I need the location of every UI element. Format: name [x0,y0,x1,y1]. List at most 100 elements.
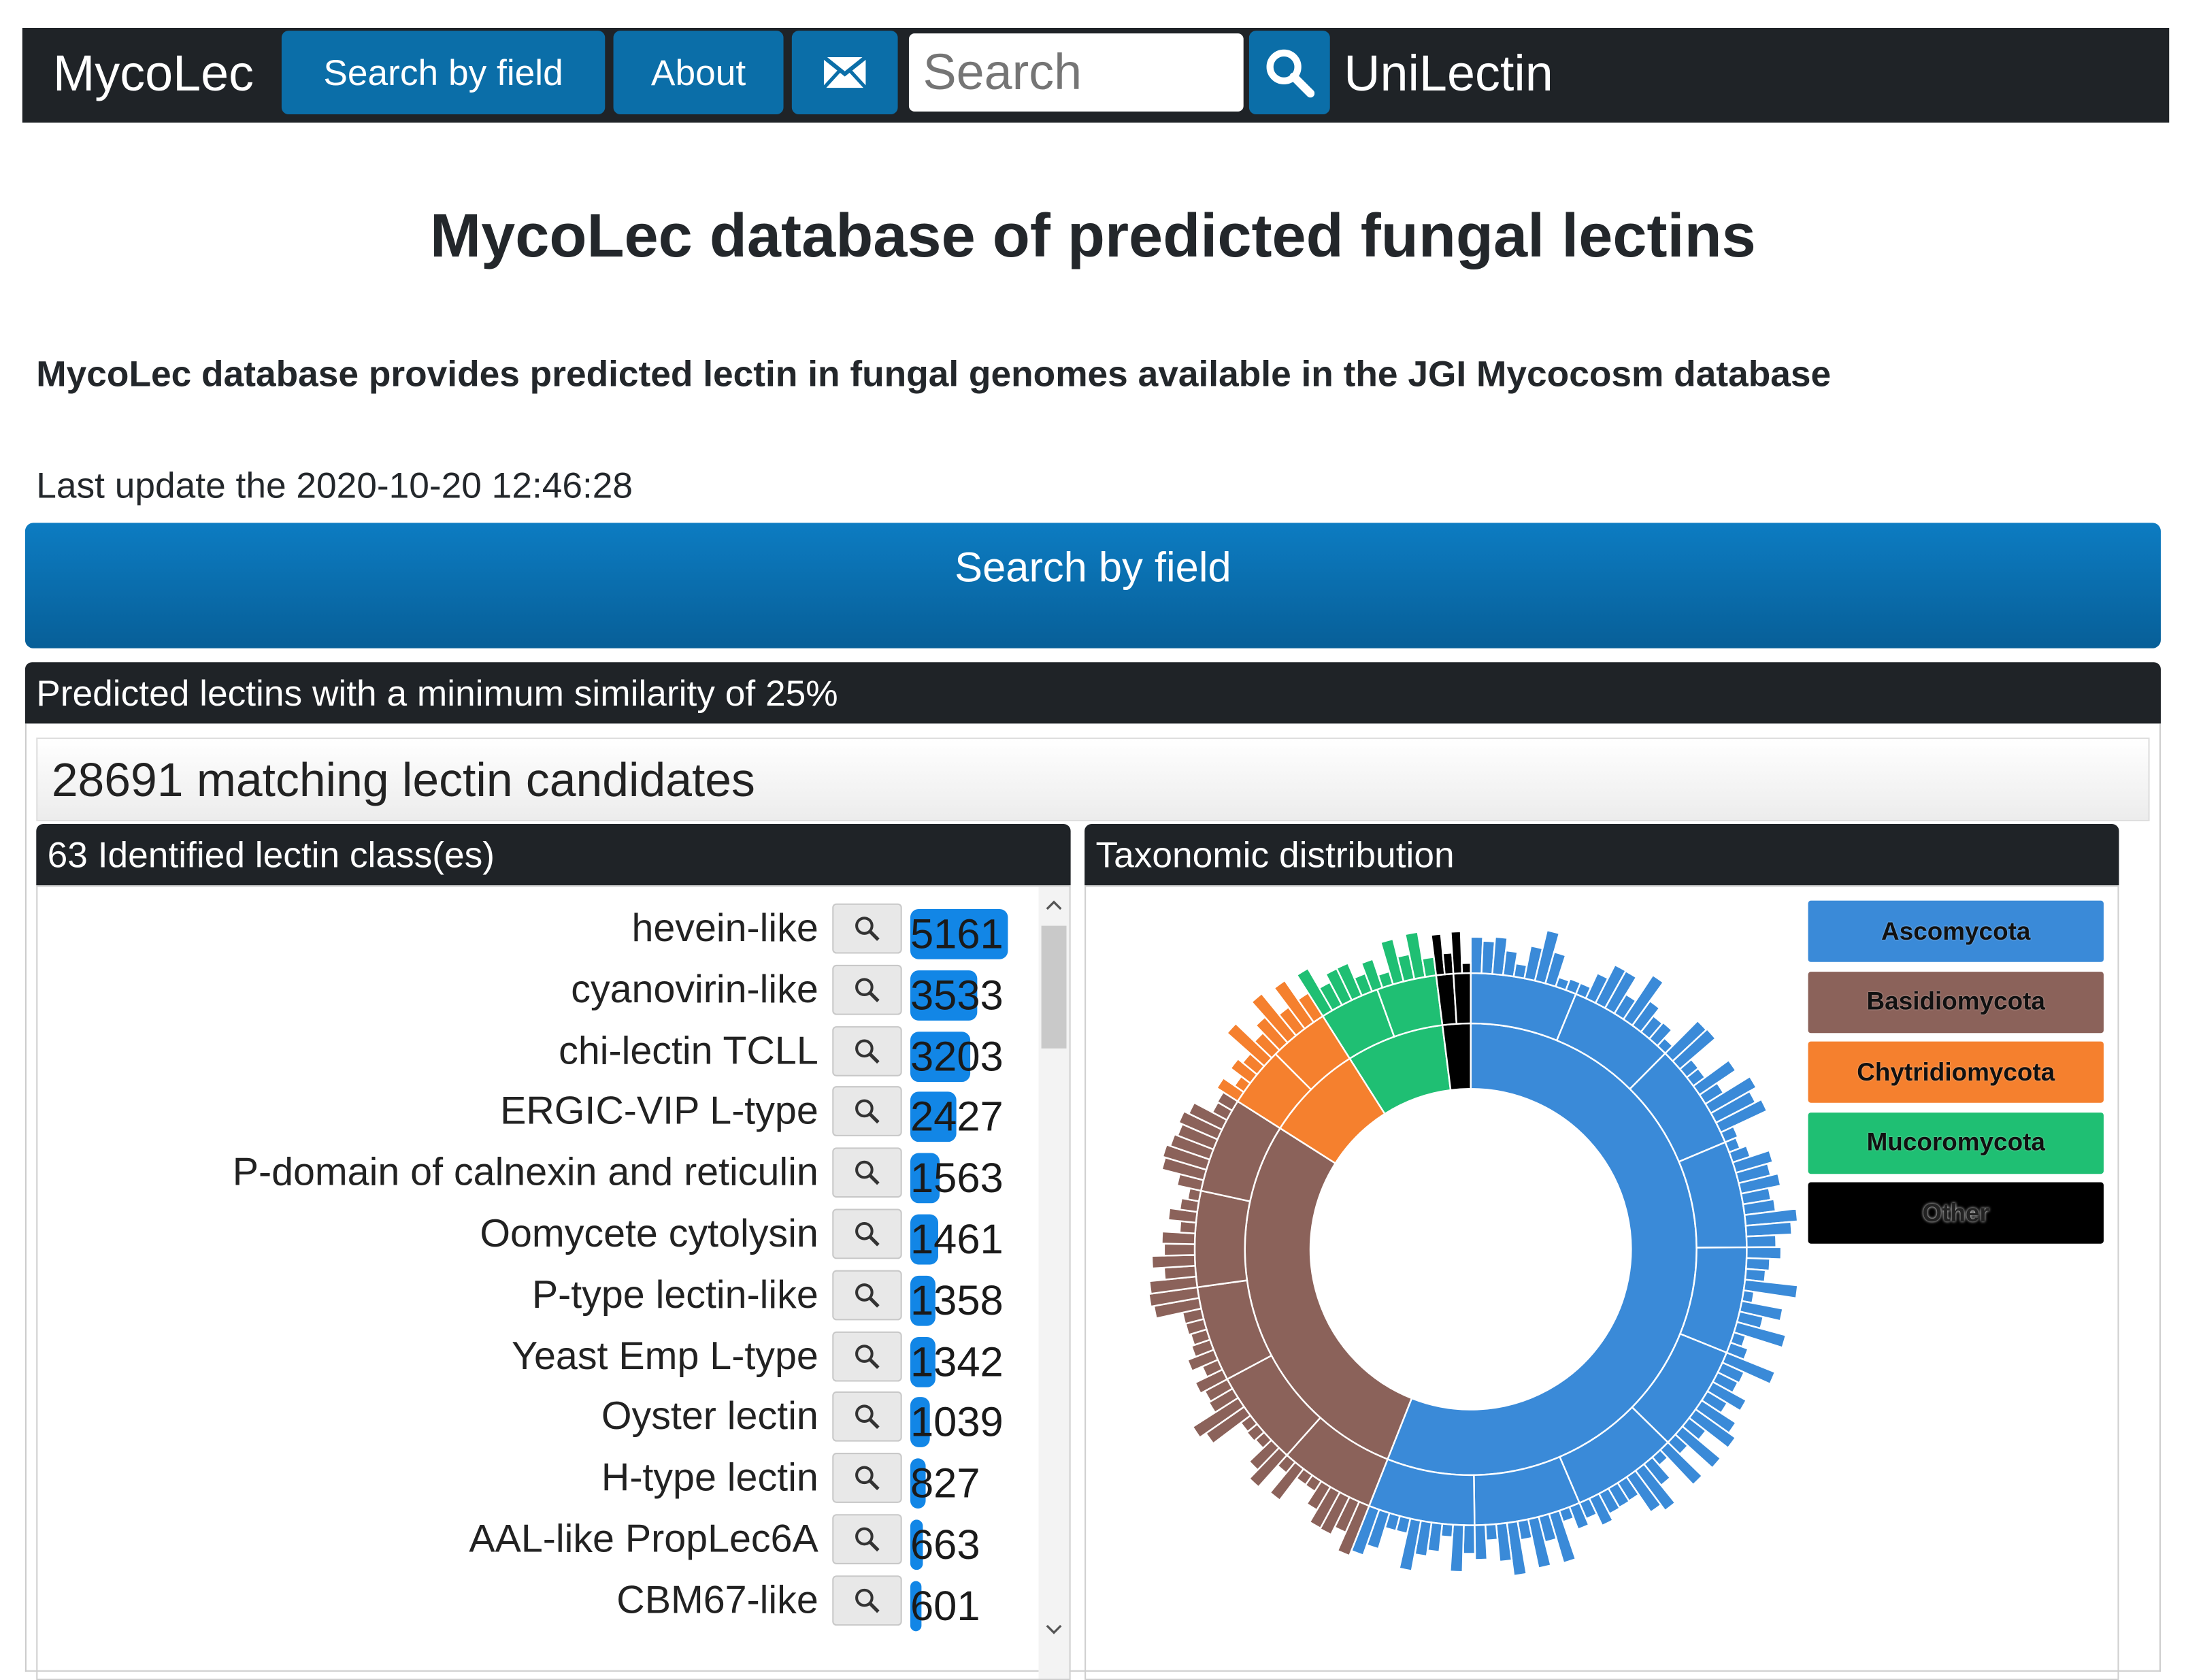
lectin-count: 1039 [910,1400,1004,1447]
search-submit-button[interactable] [1248,31,1330,115]
lectin-class-search-button[interactable] [832,1575,902,1626]
sunburst-leaf[interactable] [1461,962,1472,974]
sunburst-leaf[interactable] [1745,1246,1783,1260]
search-icon [1266,49,1315,98]
search-by-field-nav-button[interactable]: Search by field [281,31,606,115]
brand-link[interactable]: MycoLec [52,44,254,102]
lectin-count-bar [910,1031,972,1082]
lectin-count-bar [910,1214,938,1265]
lectin-class-search-button[interactable] [832,1453,902,1504]
magnifier-icon [855,977,880,1002]
lectin-class-search-button[interactable] [832,964,902,1015]
magnifier-icon [855,1405,880,1430]
magnifier-icon [855,1588,880,1613]
legend-item-ascomycota[interactable]: Ascomycota [1808,900,2104,962]
taxonomy-header: Taxonomic distribution [1084,823,2119,886]
sunburst-leaf[interactable] [1462,1524,1476,1555]
lectin-class-name[interactable]: AAL-like PropLec6A [469,1517,818,1560]
lectin-class-name[interactable]: Oomycete cytolysin [480,1211,818,1255]
lectin-class-name[interactable]: hevein-like [631,906,818,950]
legend-item-chytridiomycota[interactable]: Chytridiomycota [1808,1041,2104,1103]
lectin-count-bar [910,1153,940,1204]
lectin-class-name[interactable]: chi-lectin TCLL [559,1028,818,1072]
scroll-thumb[interactable] [1041,925,1067,1049]
list-scrollbar[interactable] [1038,887,1070,1679]
lectin-count-bar [910,970,978,1021]
sunburst-subsegment[interactable] [1452,972,1472,1025]
taxonomy-sunburst-chart[interactable] [1086,887,1810,1667]
sunburst-subsegment[interactable] [1193,1189,1251,1289]
lectin-class-search-button[interactable] [832,1330,902,1381]
page-subtitle: MycoLec database provides predicted lect… [36,352,1832,395]
contact-button[interactable] [791,31,898,115]
search-input[interactable] [908,33,1244,112]
lectin-class-row[interactable]: ERGIC-VIP L-type 2427 [37,1084,1069,1145]
lectin-class-row[interactable]: chi-lectin TCLL 3203 [37,1023,1069,1084]
lectin-count: 1358 [910,1278,1004,1325]
magnifier-icon [855,1344,880,1369]
lectin-class-name[interactable]: ERGIC-VIP L-type [500,1089,818,1133]
lectin-count-bar [910,1397,930,1448]
lectin-class-name[interactable]: H-type lectin [601,1455,818,1500]
legend-item-other[interactable]: Other [1808,1182,2104,1244]
lectin-class-name[interactable]: P-domain of calnexin and reticulin [232,1150,818,1194]
lectin-class-search-button[interactable] [832,1086,902,1137]
lectin-class-list[interactable]: hevein-like 5161 cyanovirin-like 3533 chi-le… [36,885,1071,1680]
lectin-classes-header: 63 Identified lectin class(es) [36,823,1071,886]
matching-count: 28691 matching lectin candidates [36,737,2150,821]
lectin-class-row[interactable]: AAL-like PropLec6A 663 [37,1511,1069,1572]
lectin-count: 3533 [910,972,1004,1019]
lectin-class-row[interactable]: H-type lectin 827 [37,1450,1069,1511]
lectin-count: 1342 [910,1339,1004,1385]
magnifier-icon [855,1527,880,1552]
envelope-icon [823,55,867,89]
sunburst-leaf[interactable] [1163,1242,1196,1257]
legend-item-mucoromycota[interactable]: Mucoromycota [1808,1112,2104,1174]
lectin-class-name[interactable]: cyanovirin-like [571,967,818,1011]
lectin-class-search-button[interactable] [832,903,902,954]
lectin-class-row[interactable]: Yeast Emp L-type 1342 [37,1328,1069,1389]
lectin-class-row[interactable]: Oyster lectin 1039 [37,1389,1069,1451]
lectin-class-name[interactable]: P-type lectin-like [531,1272,818,1316]
magnifier-icon [855,1038,880,1064]
sunburst-leaf[interactable] [1450,930,1463,975]
unilectin-link[interactable]: UniLectin [1344,44,1553,102]
lectin-class-search-button[interactable] [832,1025,902,1076]
sunburst-leaf[interactable] [1474,1523,1489,1561]
lectin-count-bar [910,1336,936,1387]
lectin-class-row[interactable]: Oomycete cytolysin 1461 [37,1206,1069,1267]
lectin-class-row[interactable]: P-type lectin-like 1358 [37,1267,1069,1328]
lectin-class-search-button[interactable] [832,1147,902,1198]
results-panel-title: Predicted lectins with a minimum similar… [24,662,2161,724]
lectin-count: 2427 [910,1095,1004,1141]
lectin-class-search-button[interactable] [832,1514,902,1564]
lectin-class-name[interactable]: Yeast Emp L-type [512,1334,818,1377]
scroll-down-icon[interactable] [1039,1615,1070,1645]
about-button[interactable]: About [613,31,784,115]
last-update: Last update the 2020-10-20 12:46:28 [36,464,633,506]
lectin-class-row[interactable]: P-domain of calnexin and reticulin 1563 [37,1145,1069,1206]
lectin-class-row[interactable]: hevein-like 5161 [37,901,1069,962]
magnifier-icon [855,1283,880,1308]
sunburst-leaf[interactable] [1745,1234,1777,1249]
sunburst-leaf[interactable] [1150,1254,1197,1270]
search-by-field-button[interactable]: Search by field [24,523,2161,648]
lectin-class-search-button[interactable] [832,1391,902,1443]
lectin-class-search-button[interactable] [832,1208,902,1259]
scroll-up-icon[interactable] [1039,889,1070,920]
legend-item-basidiomycota[interactable]: Basidiomycota [1808,971,2104,1033]
sunburst-leaf[interactable] [1484,1523,1499,1542]
lectin-class-search-button[interactable] [832,1270,902,1320]
lectin-class-name[interactable]: Oyster lectin [601,1394,818,1438]
lectin-count-bar [910,1275,936,1326]
lectin-count-bar [910,1519,923,1570]
magnifier-icon [855,1466,880,1491]
magnifier-icon [855,1221,880,1247]
lectin-class-row[interactable]: cyanovirin-like 3533 [37,961,1069,1023]
magnifier-icon [855,917,880,941]
lectin-class-name[interactable]: CBM67-like [616,1578,818,1621]
lectin-class-row[interactable]: CBM67-like 601 [37,1572,1069,1634]
lectin-count: 663 [910,1522,980,1569]
navbar: MycoLec Search by field About UniLectin [22,27,2170,123]
